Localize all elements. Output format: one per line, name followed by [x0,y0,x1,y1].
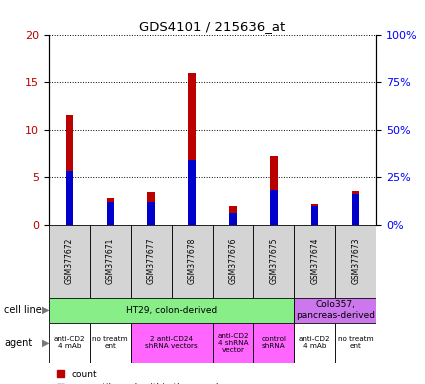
Bar [65,115,73,225]
Text: control
shRNA: control shRNA [261,336,286,349]
Text: GSM377674: GSM377674 [310,238,319,285]
Text: no treatm
ent: no treatm ent [92,336,128,349]
Legend: count, percentile rank within the sample: count, percentile rank within the sample [54,366,228,384]
Text: anti-CD2
4 mAb: anti-CD2 4 mAb [299,336,331,349]
Text: GSM377673: GSM377673 [351,238,360,285]
Bar [352,194,360,225]
Bar [188,160,196,225]
FancyBboxPatch shape [335,225,376,298]
FancyBboxPatch shape [294,225,335,298]
Bar [352,191,360,225]
FancyBboxPatch shape [294,323,335,363]
Text: ▶: ▶ [42,305,49,315]
FancyBboxPatch shape [90,323,131,363]
FancyBboxPatch shape [49,225,90,298]
Text: anti-CD2
4 mAb: anti-CD2 4 mAb [54,336,85,349]
Bar [107,198,114,225]
FancyBboxPatch shape [294,298,376,323]
Text: Colo357,
pancreas-derived: Colo357, pancreas-derived [296,300,375,320]
Bar [107,202,114,225]
Text: ▶: ▶ [42,338,49,348]
Text: anti-CD2
4 shRNA
vector: anti-CD2 4 shRNA vector [217,333,249,353]
Text: no treatm
ent: no treatm ent [338,336,374,349]
Bar [65,171,73,225]
FancyBboxPatch shape [253,323,294,363]
Bar [147,202,155,225]
Bar [229,213,237,225]
Text: HT29, colon-derived: HT29, colon-derived [126,306,217,314]
Text: GSM377676: GSM377676 [229,238,238,285]
Bar [229,206,237,225]
Text: GSM377677: GSM377677 [147,238,156,285]
Text: GSM377671: GSM377671 [106,238,115,284]
Text: cell line: cell line [4,305,42,315]
Text: GSM377675: GSM377675 [269,238,278,285]
Text: agent: agent [4,338,32,348]
Text: GSM377672: GSM377672 [65,238,74,284]
Text: GSM377678: GSM377678 [187,238,196,284]
FancyBboxPatch shape [49,323,90,363]
Title: GDS4101 / 215636_at: GDS4101 / 215636_at [139,20,286,33]
Bar [311,204,318,225]
Text: 2 anti-CD24
shRNA vectors: 2 anti-CD24 shRNA vectors [145,336,198,349]
FancyBboxPatch shape [253,225,294,298]
Bar [147,192,155,225]
FancyBboxPatch shape [212,225,253,298]
Bar [270,156,278,225]
FancyBboxPatch shape [172,225,212,298]
Bar [188,73,196,225]
Bar [270,190,278,225]
FancyBboxPatch shape [212,323,253,363]
FancyBboxPatch shape [49,298,294,323]
Bar [311,206,318,225]
FancyBboxPatch shape [131,225,172,298]
FancyBboxPatch shape [335,323,376,363]
FancyBboxPatch shape [131,323,212,363]
FancyBboxPatch shape [90,225,131,298]
